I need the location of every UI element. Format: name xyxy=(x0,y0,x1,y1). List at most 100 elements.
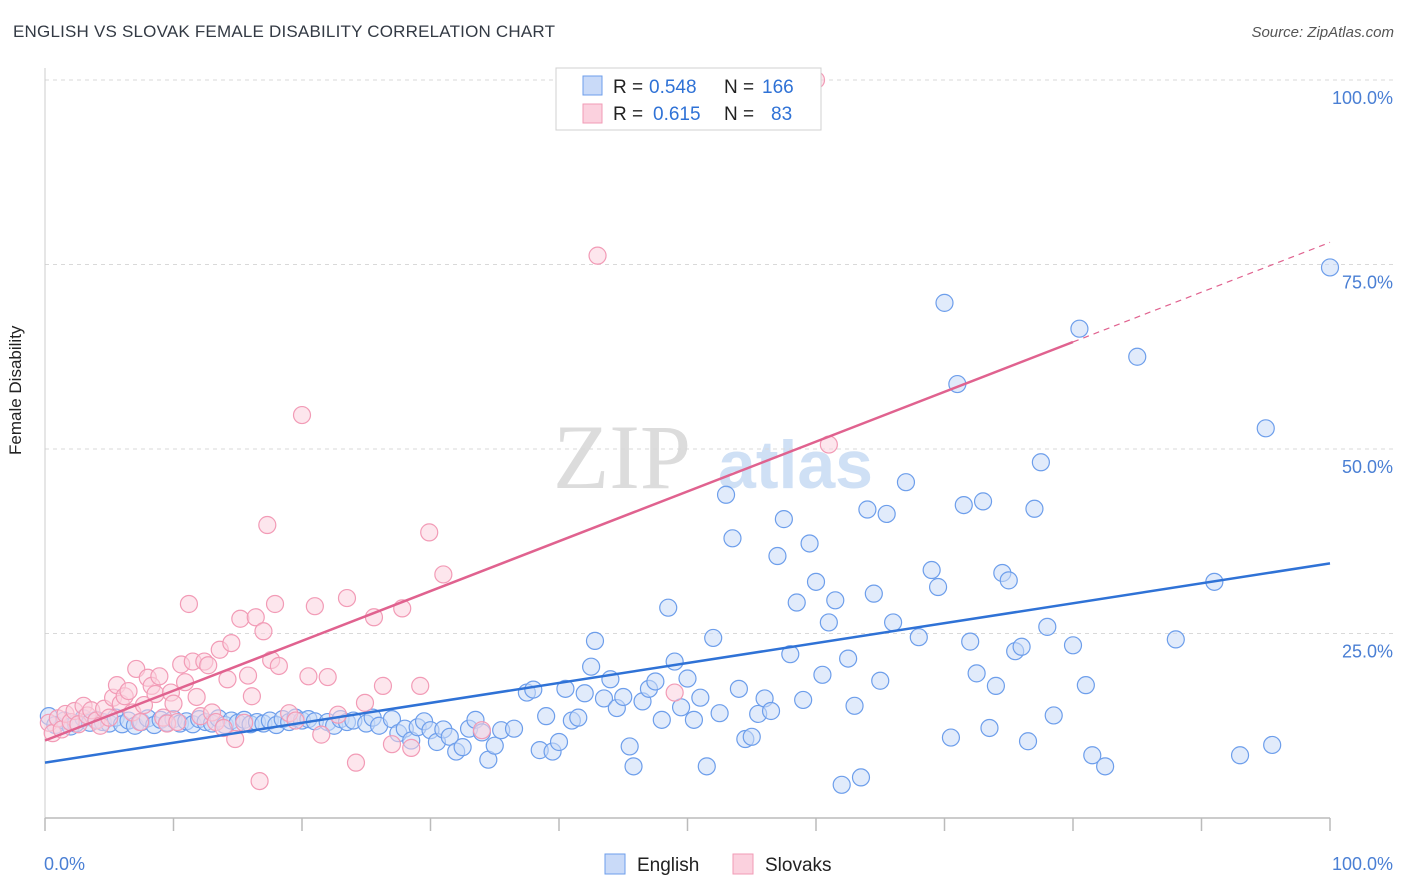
english-point xyxy=(1031,453,1050,472)
english-point xyxy=(781,645,800,664)
english-point xyxy=(941,728,961,747)
english-point xyxy=(723,529,742,548)
slovaks-point xyxy=(434,565,453,584)
english-point xyxy=(582,657,601,676)
y-tick-label: 25.0% xyxy=(1342,642,1393,662)
english-point xyxy=(742,727,761,746)
english-point xyxy=(646,672,665,691)
english-point xyxy=(851,768,871,787)
slovaks-point xyxy=(292,405,312,425)
slovaks-point xyxy=(246,608,265,627)
slovaks-point xyxy=(231,609,250,628)
slovaks-point xyxy=(665,683,684,702)
english-point xyxy=(1018,732,1038,751)
english-point xyxy=(1166,630,1185,649)
english-n-value: 166 xyxy=(762,77,794,98)
slovaks-point xyxy=(130,712,150,732)
english-point xyxy=(1083,746,1102,765)
legend-slovaks-swatch xyxy=(732,853,754,875)
slovaks-point xyxy=(235,713,254,732)
english-point xyxy=(1263,735,1282,755)
english-point xyxy=(986,676,1006,695)
english-point xyxy=(806,572,826,591)
english-point xyxy=(864,584,883,603)
source-credit: Source: ZipAtlas.com xyxy=(1251,24,1394,41)
slovaks-point xyxy=(346,753,366,772)
english-point xyxy=(909,628,928,647)
slovaks-point xyxy=(382,735,402,754)
slovaks-point xyxy=(420,523,439,542)
english-point xyxy=(871,671,890,690)
english-point xyxy=(1076,676,1095,695)
slovaks-point xyxy=(402,738,421,757)
english-point xyxy=(678,669,697,688)
slovaks-n-label: N = xyxy=(724,104,754,125)
english-point xyxy=(1044,706,1063,725)
slovaks-point xyxy=(199,656,218,675)
legend-english-swatch xyxy=(604,853,626,875)
english-point xyxy=(710,704,729,723)
english-point xyxy=(549,732,569,752)
english-point xyxy=(794,690,813,710)
english-point xyxy=(1063,636,1083,655)
english-point xyxy=(659,598,678,617)
english-point xyxy=(524,680,543,699)
slovaks-point xyxy=(269,656,288,676)
y-tick-label: 100.0% xyxy=(1332,88,1393,108)
slovaks-point xyxy=(312,725,331,744)
english-point xyxy=(832,775,851,794)
english-point xyxy=(665,652,684,671)
english-point xyxy=(1320,258,1340,277)
english-point xyxy=(928,577,948,597)
english-point xyxy=(826,591,845,610)
slovaks-trend-extension xyxy=(1072,241,1331,343)
slovaks-point xyxy=(299,667,318,686)
slovaks-r-label: R = xyxy=(613,104,643,125)
slovaks-point xyxy=(472,721,491,740)
english-point xyxy=(684,710,704,729)
axes xyxy=(44,68,1331,831)
slovaks-point xyxy=(286,711,305,730)
english-point xyxy=(819,613,838,632)
english-point xyxy=(768,546,787,566)
english-point xyxy=(704,628,723,648)
english-point xyxy=(858,500,877,519)
slovaks-n-value: 83 xyxy=(771,104,792,125)
slovaks-point xyxy=(168,712,187,732)
legend-slovaks-label: Slovaks xyxy=(765,855,832,876)
english-n-label: N = xyxy=(724,77,754,98)
english-point xyxy=(624,757,643,776)
english-point xyxy=(896,473,916,492)
trend-lines xyxy=(44,241,1331,764)
slovaks-point xyxy=(179,594,199,614)
english-point xyxy=(594,689,614,708)
english-point xyxy=(922,560,941,580)
english-point xyxy=(967,664,986,683)
slovaks-point xyxy=(238,666,258,685)
slovaks-swatch xyxy=(582,103,603,124)
english-swatch xyxy=(582,75,603,96)
english-point xyxy=(961,632,980,651)
english-point xyxy=(716,485,736,504)
legend-english-label: English xyxy=(637,855,699,876)
english-point xyxy=(556,679,575,698)
english-point xyxy=(691,688,710,707)
english-point xyxy=(1025,499,1044,518)
english-point xyxy=(620,737,639,756)
x-tick-label-min: 0.0% xyxy=(44,854,85,874)
slovaks-point xyxy=(164,694,183,713)
english-point xyxy=(652,710,671,729)
slovaks-point xyxy=(187,687,206,707)
english-trend-line xyxy=(44,562,1331,764)
slovaks-point xyxy=(411,676,430,695)
slovaks-point xyxy=(588,246,607,265)
slovaks-point xyxy=(254,622,273,641)
y-tick-label: 50.0% xyxy=(1342,457,1393,477)
english-point xyxy=(877,504,896,524)
english-point xyxy=(935,293,954,312)
english-point xyxy=(1038,617,1057,636)
english-point xyxy=(537,707,556,726)
english-r-label: R = xyxy=(613,77,643,98)
slovaks-point xyxy=(305,597,324,616)
slovaks-point xyxy=(250,771,269,791)
